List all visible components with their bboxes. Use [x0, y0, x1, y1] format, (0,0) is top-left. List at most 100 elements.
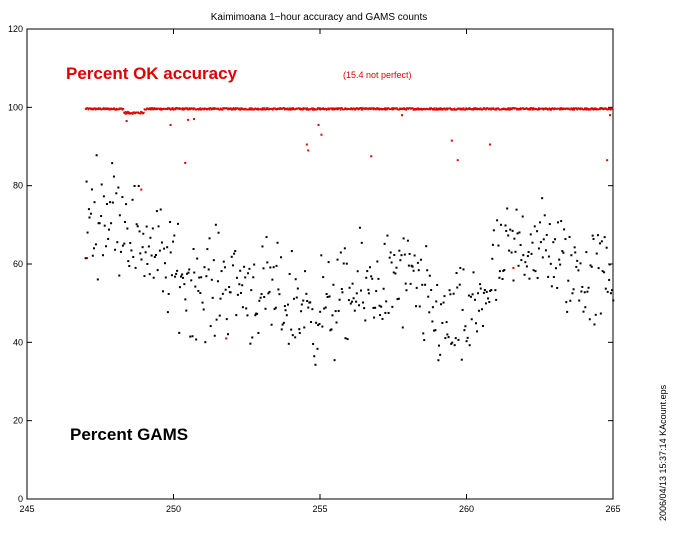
- accuracy-point: [579, 108, 582, 111]
- gams-point: [312, 342, 315, 345]
- gams-point: [191, 335, 194, 338]
- gams-point: [96, 278, 99, 281]
- accuracy-point: [542, 108, 545, 111]
- gams-point: [392, 271, 395, 274]
- gams-point: [335, 321, 338, 324]
- gams-point: [460, 358, 463, 361]
- accuracy-point: [476, 107, 478, 110]
- accuracy-point: [558, 108, 561, 111]
- gams-point: [118, 274, 121, 277]
- gams-point: [472, 271, 475, 274]
- gams-point: [319, 310, 322, 313]
- gams-point: [512, 279, 515, 282]
- gams-point: [351, 282, 354, 285]
- gams-point: [428, 274, 431, 277]
- gams-point: [259, 296, 262, 299]
- gams-point: [320, 254, 323, 257]
- gams-point: [390, 261, 393, 264]
- accuracy-point: [115, 108, 117, 111]
- accuracy-point: [460, 107, 462, 110]
- accuracy-point: [221, 108, 224, 111]
- accuracy-point: [453, 107, 456, 110]
- accuracy-point: [127, 112, 130, 115]
- accuracy-point: [349, 108, 352, 111]
- accuracy-point: [356, 107, 359, 110]
- gams-point: [564, 238, 567, 241]
- y-tick-label: 100: [8, 102, 23, 112]
- accuracy-point: [168, 108, 171, 110]
- gams-point: [533, 225, 536, 228]
- gams-point: [516, 232, 519, 235]
- accuracy-point: [291, 108, 293, 111]
- accuracy-point: [609, 107, 611, 109]
- accuracy-point: [345, 107, 347, 110]
- gams-point: [333, 359, 336, 362]
- gams-point: [261, 245, 264, 248]
- accuracy-point: [323, 107, 325, 110]
- gams-point: [434, 329, 437, 332]
- gams-point: [336, 258, 339, 261]
- gams-point: [530, 252, 533, 255]
- accuracy-point: [178, 108, 181, 111]
- gams-point: [224, 288, 227, 291]
- gams-point: [433, 329, 436, 332]
- gams-point: [235, 276, 238, 279]
- gams-point: [603, 236, 606, 239]
- gams-point: [575, 265, 578, 268]
- accuracy-point: [468, 108, 470, 110]
- accuracy-point: [99, 107, 102, 110]
- axes: 245 250 255 260 265 0 20 40 60 80 100 120: [8, 24, 621, 514]
- accuracy-point: [458, 107, 461, 110]
- gams-point: [107, 237, 110, 240]
- gams-point: [590, 265, 593, 268]
- accuracy-point: [487, 107, 489, 110]
- side-stamp: 2006/04/13 15:37:14 KAcount.eps: [658, 384, 668, 521]
- accuracy-point: [231, 107, 233, 110]
- accuracy-point: [478, 107, 480, 110]
- gams-point: [352, 297, 355, 300]
- accuracy-point: [160, 107, 162, 110]
- x-tick-label: 260: [459, 504, 474, 514]
- gams-point: [208, 237, 211, 240]
- gams-point: [409, 282, 412, 285]
- y-tick-label: 20: [13, 416, 23, 426]
- gams-point: [382, 287, 385, 290]
- accuracy-point: [519, 108, 521, 111]
- gams-point: [547, 255, 550, 258]
- accuracy-point: [193, 118, 196, 121]
- accuracy-point: [377, 108, 379, 111]
- accuracy-point: [485, 108, 487, 111]
- gams-point: [132, 255, 135, 258]
- gams-point: [218, 314, 221, 317]
- accuracy-point: [366, 107, 369, 110]
- gams-point: [162, 290, 165, 293]
- accuracy-point: [585, 109, 587, 111]
- accuracy-point: [500, 108, 503, 111]
- accuracy-point: [318, 107, 321, 109]
- gams-point: [220, 270, 223, 273]
- gams-point: [398, 249, 401, 252]
- gams-point: [248, 267, 251, 270]
- accuracy-point: [274, 107, 276, 109]
- accuracy-point: [125, 113, 127, 115]
- gams-point: [93, 247, 95, 250]
- accuracy-point: [471, 108, 474, 110]
- gams-point: [263, 295, 266, 298]
- accuracy-point: [581, 107, 584, 110]
- accuracy-point: [571, 109, 574, 111]
- accuracy-point: [436, 107, 439, 110]
- gams-point: [174, 275, 177, 278]
- gams-point: [358, 226, 361, 229]
- gams-point: [507, 234, 510, 237]
- gams-point: [131, 198, 134, 201]
- gams-point: [355, 292, 358, 295]
- gams-point: [283, 305, 286, 308]
- accuracy-point: [392, 107, 394, 109]
- gams-point: [411, 265, 414, 268]
- accuracy-point: [159, 108, 162, 111]
- gams-point: [127, 260, 130, 263]
- gams-point: [510, 251, 513, 254]
- gams-point: [600, 240, 603, 243]
- accuracy-point: [213, 108, 215, 110]
- gams-point: [296, 287, 299, 290]
